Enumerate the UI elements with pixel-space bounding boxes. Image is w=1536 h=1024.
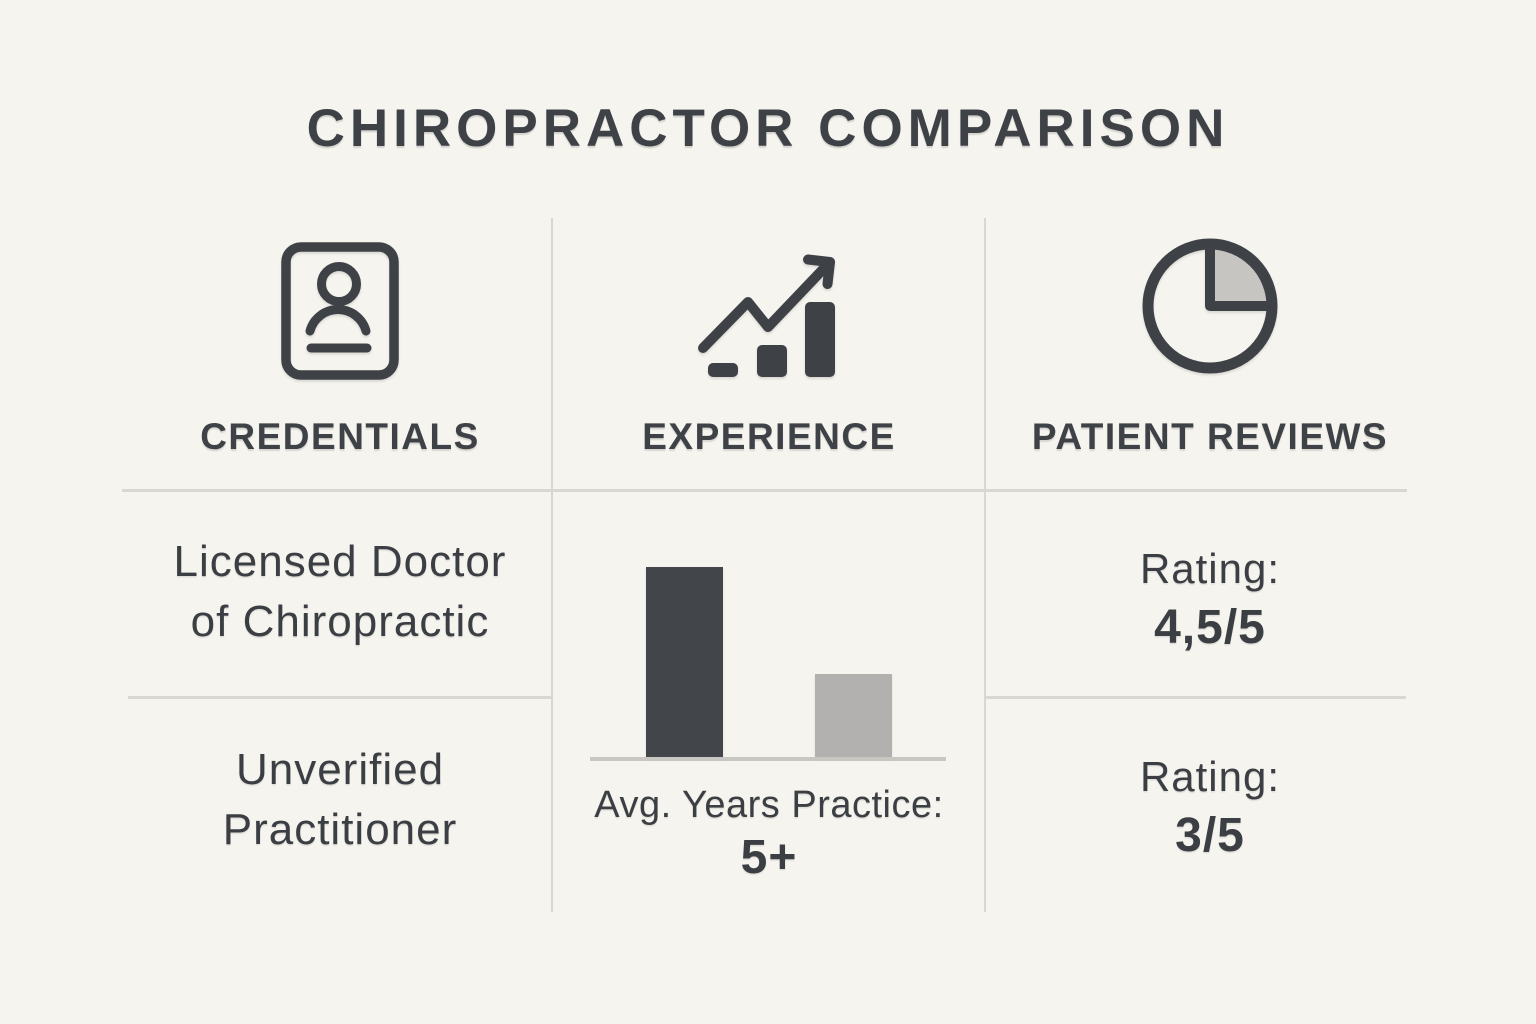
trending-up-bar-chart-icon — [698, 254, 835, 377]
column-divider-1 — [551, 218, 553, 912]
credentials-row-divider — [128, 696, 552, 699]
page-title: CHIROPRACTOR COMPARISON — [306, 99, 1230, 158]
experience-icon-box — [553, 235, 985, 380]
rating-unverified-label: Rating: — [1139, 753, 1281, 800]
experience-caption: Avg. Years Practice: 5+ — [553, 781, 985, 887]
rating-licensed-label: Rating: — [1139, 545, 1281, 592]
reviews-icon-box — [985, 235, 1435, 380]
rating-unverified: Rating: 3/5 — [985, 748, 1435, 866]
bar-unverified-years — [815, 674, 892, 758]
bar-chart-baseline — [590, 757, 946, 761]
experience-caption-label: Avg. Years Practice: — [594, 784, 944, 826]
column-header-patient-reviews: PATIENT REVIEWS — [1031, 416, 1389, 457]
rating-licensed-value: 4,5/5 — [1154, 601, 1266, 654]
column-header-experience: EXPERIENCE — [642, 416, 896, 457]
rating-unverified-value: 3/5 — [1175, 809, 1245, 862]
column-divider-2 — [984, 218, 986, 912]
credentials-row-licensed: Licensed Doctor of Chiropractic — [173, 537, 507, 646]
rating-licensed: Rating: 4,5/5 — [985, 540, 1435, 658]
credentials-icon-box — [122, 235, 558, 380]
column-header-credentials: CREDENTIALS — [200, 416, 480, 457]
reviews-row-divider — [986, 696, 1406, 699]
experience-caption-value: 5+ — [740, 831, 798, 884]
header-divider — [122, 489, 1407, 492]
bar-licensed-years — [646, 567, 723, 758]
pie-chart-icon — [1142, 238, 1278, 374]
id-card-person-icon — [281, 242, 399, 380]
credentials-row-unverified: Unverified Practitioner — [222, 745, 458, 854]
experience-bar-chart — [553, 567, 985, 758]
